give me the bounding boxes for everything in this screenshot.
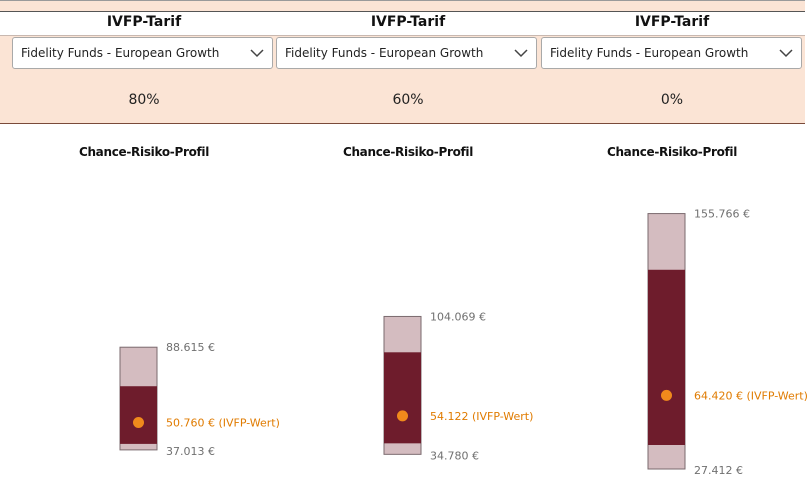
chevron-down-icon <box>250 49 264 58</box>
profile-title-3: Chance-Risiko-Profil <box>606 145 738 159</box>
core-range-bar-1 <box>120 386 157 444</box>
low-value-label-1: 37.013 € <box>166 445 215 458</box>
fund-select-3-value: Fidelity Funds - European Growth <box>550 46 749 60</box>
ivfp-value-marker-3 <box>661 389 672 401</box>
share-percent-1: 80% <box>128 92 160 108</box>
high-value-label-2: 104.069 € <box>430 310 486 323</box>
chevron-down-icon <box>514 49 528 58</box>
column-title-2: IVFP-Tarif <box>370 14 446 30</box>
fund-select-1-value: Fidelity Funds - European Growth <box>21 46 220 60</box>
chevron-down-icon <box>779 49 793 58</box>
fund-select-2[interactable]: Fidelity Funds - European Growth <box>276 37 537 69</box>
column-title-1: IVFP-Tarif <box>106 14 182 30</box>
high-value-label-3: 155.766 € <box>694 208 750 221</box>
column-title-3: IVFP-Tarif <box>634 14 710 30</box>
profile-title-1: Chance-Risiko-Profil <box>78 145 210 159</box>
fund-select-3[interactable]: Fidelity Funds - European Growth <box>541 37 802 69</box>
low-value-label-3: 27.412 € <box>694 464 743 477</box>
share-percent-3: 0% <box>660 92 684 108</box>
header-strip <box>0 11 805 36</box>
share-percent-2: 60% <box>392 92 424 108</box>
ivfp-value-label-1: 50.760 € (IVFP-Wert) <box>166 417 280 430</box>
ivfp-value-marker-1 <box>133 417 144 429</box>
ivfp-value-marker-2 <box>397 410 408 422</box>
core-range-bar-3 <box>648 269 685 445</box>
low-value-label-2: 34.780 € <box>430 449 479 462</box>
fund-select-1[interactable]: Fidelity Funds - European Growth <box>12 37 273 69</box>
ivfp-value-label-2: 54.122 (IVFP-Wert) <box>430 410 533 423</box>
core-range-bar-2 <box>384 352 421 444</box>
high-value-label-1: 88.615 € <box>166 341 215 354</box>
profile-title-2: Chance-Risiko-Profil <box>342 145 474 159</box>
ivfp-value-label-3: 64.420 € (IVFP-Wert) <box>694 389 808 402</box>
fund-select-2-value: Fidelity Funds - European Growth <box>285 46 484 60</box>
